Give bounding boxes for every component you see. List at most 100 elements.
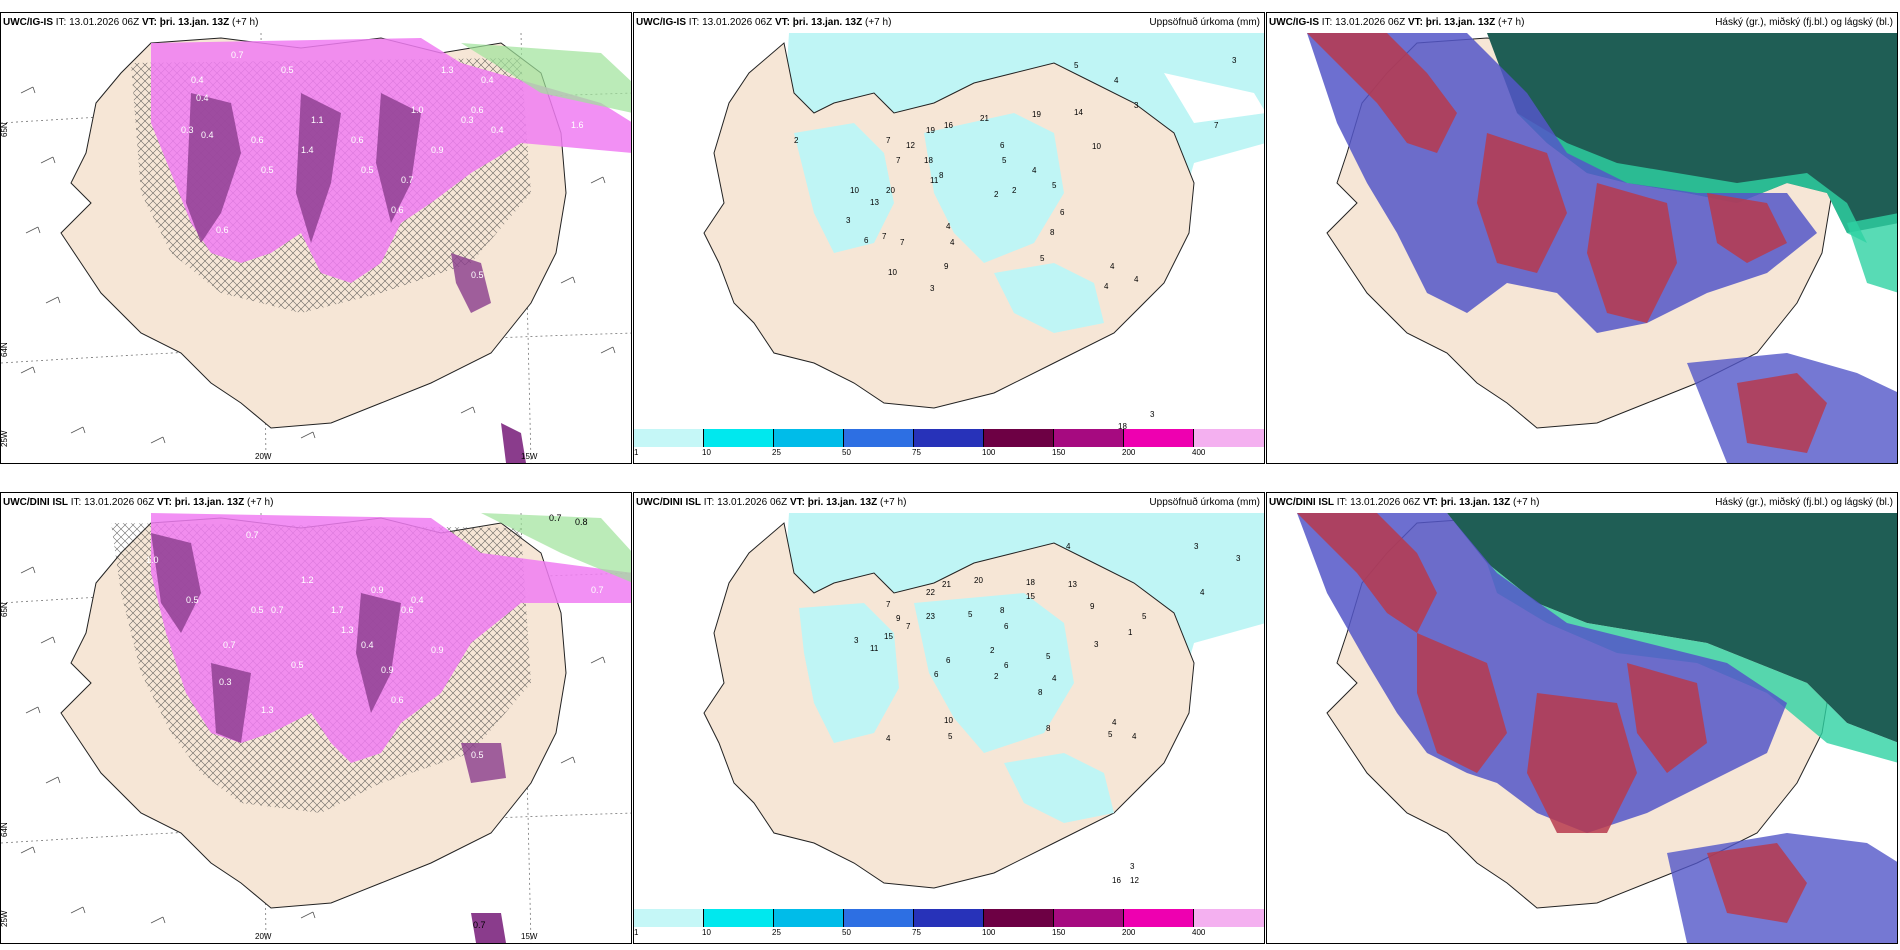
init-time: IT: 13.01.2026 06Z bbox=[703, 497, 788, 508]
colorbar-tick: 1 bbox=[634, 448, 639, 457]
value-label: 20 bbox=[886, 186, 895, 195]
panel-title: Háský (gr.), miðský (fj.bl.) og lágský (… bbox=[1715, 497, 1893, 508]
value-label: 19 bbox=[926, 126, 935, 135]
lon-label: 15W bbox=[521, 452, 538, 461]
value-label: 6 bbox=[1004, 622, 1009, 631]
value-label: 0.4 bbox=[411, 595, 424, 605]
value-label: 0.7 bbox=[231, 50, 244, 60]
value-label: 4 bbox=[1052, 674, 1057, 683]
value-label: 7 bbox=[906, 622, 911, 631]
value-label: 1.3 bbox=[441, 65, 454, 75]
value-label: 0.7 bbox=[473, 920, 486, 930]
precip-values: 3 5 4 3 7 2 19 16 21 19 14 10 7 7 12 18 … bbox=[794, 56, 1237, 429]
value-label: 14 bbox=[1074, 108, 1083, 117]
value-label: 5 bbox=[1002, 156, 1007, 165]
colorbar: 1 10 25 50 75 100 150 200 400 bbox=[634, 909, 1264, 943]
colorbar-swatch bbox=[704, 909, 774, 927]
value-label: 5 bbox=[1046, 652, 1051, 661]
colorbar-tick: 10 bbox=[702, 448, 711, 457]
value-label: 5 bbox=[1074, 61, 1079, 70]
lon-label: 20W bbox=[255, 932, 272, 941]
value-label: 16 bbox=[1112, 876, 1121, 885]
colorbar-swatch bbox=[1194, 909, 1264, 927]
panel-cloud-dini: UWC/DINI ISL IT: 13.01.2026 06Z VT: þri.… bbox=[1266, 492, 1898, 944]
value-label: 7 bbox=[886, 136, 891, 145]
lead-time: (+7 h) bbox=[1498, 17, 1525, 28]
value-label: 0.3 bbox=[181, 125, 194, 135]
value-label: 0.6 bbox=[391, 205, 404, 215]
model-name: UWC/DINI ISL bbox=[3, 497, 68, 508]
panel-header: UWC/IG-IS IT: 13.01.2026 06Z VT: þri. 13… bbox=[3, 15, 627, 31]
wind-map: 65N 64N 20W 15W 25W 0.7 0.8 0.7 1.0 0.5 … bbox=[1, 513, 631, 943]
precip-values: 4 3 3 4 22 21 20 18 13 15 9 7 9 7 23 5 8… bbox=[854, 542, 1241, 885]
value-label: 0.9 bbox=[431, 145, 444, 155]
value-label: 3 bbox=[846, 216, 851, 225]
value-label: 9 bbox=[944, 262, 949, 271]
value-label: 4 bbox=[886, 734, 891, 743]
lead-time: (+7 h) bbox=[1513, 497, 1540, 508]
value-label: 3 bbox=[1236, 554, 1241, 563]
value-label: 2 bbox=[994, 672, 999, 681]
value-label: 4 bbox=[1132, 732, 1137, 741]
value-label: 0.4 bbox=[191, 75, 204, 85]
panel-header: UWC/IG-IS IT: 13.01.2026 06Z VT: þri. 13… bbox=[636, 15, 1260, 31]
value-label: 2 bbox=[990, 646, 995, 655]
colorbar-tick: 25 bbox=[772, 448, 781, 457]
colorbar-tick: 400 bbox=[1192, 928, 1206, 937]
colorbar-swatch bbox=[914, 429, 984, 447]
value-label: 0.9 bbox=[431, 645, 444, 655]
value-label: 5 bbox=[1108, 730, 1113, 739]
value-label: 1.4 bbox=[301, 145, 314, 155]
value-label: 0.6 bbox=[351, 135, 364, 145]
value-label: 0.8 bbox=[575, 517, 588, 527]
value-label: 6 bbox=[946, 656, 951, 665]
value-label: 0.6 bbox=[251, 135, 264, 145]
value-label: 19 bbox=[1032, 110, 1041, 119]
value-label: 4 bbox=[1134, 275, 1139, 284]
value-label: 0.4 bbox=[201, 130, 214, 140]
value-label: 3 bbox=[1150, 410, 1155, 419]
value-label: 0.6 bbox=[401, 605, 414, 615]
panel-header: UWC/IG-IS IT: 13.01.2026 06Z VT: þri. 13… bbox=[1269, 15, 1893, 31]
panel-precip-ig: UWC/IG-IS IT: 13.01.2026 06Z VT: þri. 13… bbox=[633, 12, 1265, 464]
value-label: 1.3 bbox=[341, 625, 354, 635]
colorbar: 1 10 25 50 75 100 150 200 400 bbox=[634, 429, 1264, 463]
value-label: 9 bbox=[1090, 602, 1095, 611]
value-label: 0.7 bbox=[246, 530, 259, 540]
value-label: 4 bbox=[946, 222, 951, 231]
value-label: 0.7 bbox=[223, 640, 236, 650]
lat-label: 65N bbox=[1, 122, 9, 137]
value-label: 8 bbox=[1050, 228, 1055, 237]
value-label: 0.5 bbox=[471, 270, 484, 280]
value-label: 13 bbox=[1068, 580, 1077, 589]
value-label: 1.0 bbox=[146, 555, 159, 565]
init-time: IT: 13.01.2026 06Z bbox=[1321, 17, 1406, 28]
side-label: 25W bbox=[1, 430, 9, 447]
panel-title: Uppsöfnuð úrkoma (mm) bbox=[1149, 497, 1260, 508]
value-label: 4 bbox=[1200, 588, 1205, 597]
panel-title: Háský (gr.), miðský (fj.bl.) og lágský (… bbox=[1715, 17, 1893, 28]
colorbar-swatch bbox=[844, 429, 914, 447]
value-label: 2 bbox=[794, 136, 799, 145]
colorbar-tick: 400 bbox=[1192, 448, 1206, 457]
colorbar-tick: 25 bbox=[772, 928, 781, 937]
value-label: 4 bbox=[1112, 718, 1117, 727]
value-label: 5 bbox=[1142, 612, 1147, 621]
colorbar-tick: 100 bbox=[982, 928, 996, 937]
model-name: UWC/DINI ISL bbox=[1269, 497, 1334, 508]
panel-header: UWC/DINI ISL IT: 13.01.2026 06Z VT: þri.… bbox=[636, 495, 1260, 511]
value-label: 0.6 bbox=[216, 225, 229, 235]
value-label: 8 bbox=[939, 171, 944, 180]
colorbar-swatch bbox=[1054, 429, 1124, 447]
colorbar-swatch bbox=[634, 909, 704, 927]
value-label: 0.5 bbox=[186, 595, 199, 605]
colorbar-tick: 75 bbox=[912, 448, 921, 457]
value-label: 10 bbox=[888, 268, 897, 277]
lat-label: 64N bbox=[1, 822, 9, 837]
colorbar-swatch bbox=[774, 909, 844, 927]
valid-time: VT: þri. 13.jan. 13Z bbox=[789, 497, 878, 508]
value-label: 0.5 bbox=[251, 605, 264, 615]
value-label: 0.5 bbox=[261, 165, 274, 175]
value-label: 6 bbox=[1004, 661, 1009, 670]
value-label: 11 bbox=[870, 644, 879, 653]
